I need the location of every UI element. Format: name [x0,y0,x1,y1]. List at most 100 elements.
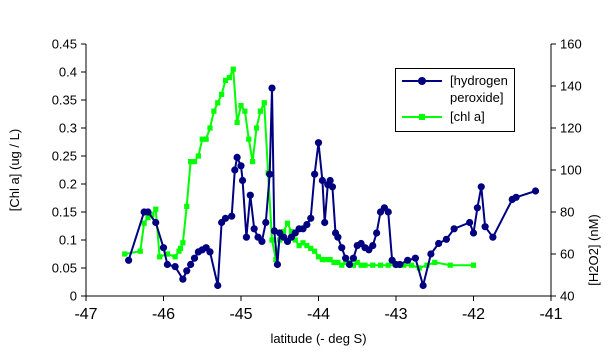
data-point-chl-a [401,262,407,268]
data-point-hydrogen-peroxide [427,250,435,258]
data-point-hydrogen-peroxide [258,237,266,245]
data-point-hydrogen-peroxide [228,212,236,220]
data-point-hydrogen-peroxide [419,281,427,290]
x-tick-label: -42 [462,306,485,323]
data-point-chl-a [331,259,337,265]
y-tick-label: 0.35 [52,93,77,108]
data-point-hydrogen-peroxide [531,187,540,195]
data-point-hydrogen-peroxide [489,233,497,241]
data-point-hydrogen-peroxide [477,183,485,191]
data-point-hydrogen-peroxide [270,227,278,235]
data-point-chl-a [281,229,287,235]
data-point-hydrogen-peroxide [338,244,346,252]
data-point-hydrogen-peroxide [369,242,377,250]
data-point-hydrogen-peroxide [262,218,270,227]
data-point-hydrogen-peroxide [171,263,179,271]
data-point-chl-a [219,91,225,97]
legend: [hydrogen peroxide] [chl a] [395,68,515,132]
x-tick-label: -43 [384,306,407,323]
data-point-chl-a [230,66,236,72]
data-point-hydrogen-peroxide [233,153,241,161]
data-point-chl-a [137,248,143,254]
x-tick-label: -44 [307,306,330,323]
data-point-chl-a [176,248,182,254]
data-point-chl-a [323,257,329,263]
data-point-hydrogen-peroxide [144,208,152,216]
data-point-chl-a [292,237,298,243]
data-point-hydrogen-peroxide [314,139,323,147]
data-point-hydrogen-peroxide [307,214,315,222]
data-point-chl-a [122,251,128,257]
y-tick-label: 0.3 [59,121,77,136]
data-point-chl-a [284,220,291,226]
data-point-chl-a [308,245,314,251]
data-point-chl-a [199,136,205,142]
data-point-chl-a [261,100,267,106]
data-point-chl-a [432,259,438,265]
data-point-chl-a [327,257,333,263]
y2-axis-label: [H2O2] (nM) [586,214,601,286]
data-point-hydrogen-peroxide [318,176,326,185]
data-point-chl-a [296,243,302,249]
data-point-hydrogen-peroxide [469,229,478,237]
y-tick-label: 0.4 [59,65,77,80]
y-tick-label: 0.15 [52,205,77,220]
data-point-chl-a [335,259,341,265]
data-point-hydrogen-peroxide [321,218,329,227]
data-point-hydrogen-peroxide [250,225,258,233]
data-point-hydrogen-peroxide [450,225,458,233]
data-point-hydrogen-peroxide [342,254,350,262]
data-point-hydrogen-peroxide [237,162,245,170]
data-point-chl-a [195,153,201,159]
data-point-hydrogen-peroxide [242,233,251,241]
data-point-chl-a [211,108,217,114]
data-point-chl-a [215,100,221,106]
data-point-chl-a [164,251,170,257]
x-axis-label: latitude (- deg S) [270,331,366,346]
data-point-chl-a [300,240,306,246]
data-point-chl-a [207,125,213,131]
data-point-chl-a [269,237,275,243]
data-point-chl-a [385,262,391,268]
data-point-chl-a [408,262,415,268]
data-point-hydrogen-peroxide [396,260,404,269]
data-point-chl-a [184,203,190,209]
data-point-chl-a [177,245,184,251]
data-point-hydrogen-peroxide [268,84,276,92]
data-point-chl-a [257,108,263,114]
y-tick-label: 0.45 [52,37,77,52]
data-point-chl-a [238,103,244,109]
data-point-chl-a [319,257,325,263]
data-point-hydrogen-peroxide [231,166,239,174]
data-point-hydrogen-peroxide [183,267,191,275]
data-point-chl-a [424,262,430,268]
data-point-hydrogen-peroxide [206,248,214,256]
data-point-chl-a [226,75,232,81]
data-point-chl-a [343,259,349,265]
y-tick-label: 0.2 [59,177,77,192]
y-tick-label: 0.25 [52,149,77,164]
data-point-chl-a [203,136,209,142]
data-point-hydrogen-peroxide [266,170,274,178]
data-point-hydrogen-peroxide [187,260,195,269]
data-point-hydrogen-peroxide [512,193,520,201]
data-point-chl-a [416,265,422,271]
data-point-chl-a [180,240,186,246]
data-point-hydrogen-peroxide [373,229,381,237]
data-point-chl-a [470,262,477,268]
series-layer [122,66,540,290]
data-point-chl-a [315,254,322,260]
data-point-chl-a [304,243,310,249]
data-point-hydrogen-peroxide [481,223,489,231]
data-point-chl-a [312,248,318,254]
data-point-chl-a [377,262,384,268]
data-point-hydrogen-peroxide [303,221,311,229]
data-point-chl-a [153,206,159,212]
data-point-hydrogen-peroxide [435,239,443,248]
data-point-chl-a [358,262,364,268]
data-point-hydrogen-peroxide [411,254,419,262]
y2-tick-label: 160 [560,37,582,52]
x-tick-label: -46 [152,306,175,323]
data-point-hydrogen-peroxide [442,235,450,243]
